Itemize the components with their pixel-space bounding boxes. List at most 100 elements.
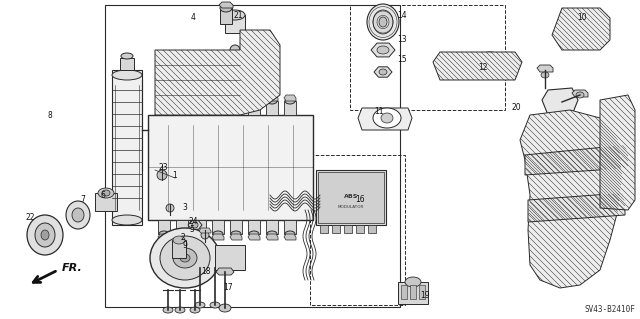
Bar bbox=[419, 285, 425, 299]
Bar bbox=[266, 220, 278, 234]
Text: 21: 21 bbox=[233, 11, 243, 19]
Bar bbox=[398, 282, 428, 304]
Ellipse shape bbox=[160, 236, 210, 280]
Bar bbox=[284, 101, 296, 115]
Ellipse shape bbox=[213, 98, 223, 104]
Bar bbox=[350, 5, 505, 110]
Ellipse shape bbox=[249, 231, 259, 237]
Polygon shape bbox=[600, 95, 635, 210]
Bar bbox=[310, 155, 405, 305]
Ellipse shape bbox=[35, 223, 55, 247]
Polygon shape bbox=[188, 221, 202, 229]
Ellipse shape bbox=[373, 108, 401, 128]
Bar bbox=[266, 101, 278, 115]
Text: MODULATOR: MODULATOR bbox=[338, 205, 364, 209]
Ellipse shape bbox=[219, 304, 231, 312]
Bar bbox=[105, 5, 400, 307]
Ellipse shape bbox=[379, 17, 387, 27]
Bar bbox=[230, 220, 242, 234]
Polygon shape bbox=[284, 95, 296, 101]
Ellipse shape bbox=[285, 231, 295, 237]
Polygon shape bbox=[230, 95, 242, 101]
Ellipse shape bbox=[367, 4, 399, 40]
Ellipse shape bbox=[66, 201, 90, 229]
Ellipse shape bbox=[27, 215, 63, 255]
Bar bbox=[225, 15, 245, 33]
Bar bbox=[332, 225, 340, 233]
Polygon shape bbox=[176, 234, 188, 240]
Bar bbox=[401, 285, 407, 299]
Bar bbox=[158, 101, 170, 115]
Ellipse shape bbox=[41, 230, 49, 240]
Text: 15: 15 bbox=[397, 56, 407, 64]
Bar bbox=[230, 101, 242, 115]
Text: 1: 1 bbox=[173, 170, 177, 180]
Ellipse shape bbox=[474, 52, 506, 76]
Ellipse shape bbox=[231, 231, 241, 237]
Polygon shape bbox=[572, 90, 588, 97]
Bar bbox=[316, 170, 386, 225]
Bar bbox=[148, 115, 313, 220]
Ellipse shape bbox=[405, 277, 421, 287]
Ellipse shape bbox=[615, 115, 625, 125]
Ellipse shape bbox=[482, 58, 498, 70]
Polygon shape bbox=[542, 88, 578, 115]
Polygon shape bbox=[230, 234, 242, 240]
Ellipse shape bbox=[575, 21, 585, 35]
Text: 7: 7 bbox=[81, 196, 85, 204]
Ellipse shape bbox=[173, 236, 185, 244]
Ellipse shape bbox=[285, 98, 295, 104]
Polygon shape bbox=[552, 8, 610, 50]
Polygon shape bbox=[216, 268, 234, 275]
Text: 13: 13 bbox=[397, 35, 407, 44]
Polygon shape bbox=[537, 65, 553, 72]
Ellipse shape bbox=[213, 231, 223, 237]
Ellipse shape bbox=[150, 228, 220, 288]
Polygon shape bbox=[266, 234, 278, 240]
Ellipse shape bbox=[210, 302, 220, 308]
Polygon shape bbox=[248, 234, 260, 240]
Bar bbox=[410, 285, 416, 299]
Polygon shape bbox=[284, 234, 296, 240]
Polygon shape bbox=[194, 95, 206, 101]
Text: FR.: FR. bbox=[62, 263, 83, 273]
Ellipse shape bbox=[230, 45, 240, 55]
Ellipse shape bbox=[201, 231, 209, 239]
Bar bbox=[95, 193, 117, 211]
Ellipse shape bbox=[159, 231, 169, 237]
Polygon shape bbox=[520, 110, 622, 288]
Ellipse shape bbox=[195, 231, 205, 237]
Polygon shape bbox=[155, 30, 280, 115]
Text: 24: 24 bbox=[188, 218, 198, 226]
Text: 17: 17 bbox=[223, 284, 233, 293]
Text: 12: 12 bbox=[478, 63, 488, 72]
Text: 20: 20 bbox=[511, 103, 521, 113]
Polygon shape bbox=[371, 43, 395, 57]
Polygon shape bbox=[158, 95, 170, 101]
Ellipse shape bbox=[195, 98, 205, 104]
Text: ABS: ABS bbox=[344, 195, 358, 199]
Bar bbox=[368, 225, 376, 233]
Polygon shape bbox=[194, 234, 206, 240]
Bar bbox=[194, 220, 206, 234]
Text: 8: 8 bbox=[47, 110, 52, 120]
Text: 22: 22 bbox=[25, 213, 35, 222]
Ellipse shape bbox=[112, 215, 142, 225]
Ellipse shape bbox=[231, 98, 241, 104]
Ellipse shape bbox=[157, 170, 167, 180]
Bar bbox=[212, 220, 224, 234]
Bar bbox=[248, 101, 260, 115]
Ellipse shape bbox=[225, 10, 245, 20]
Ellipse shape bbox=[570, 14, 590, 42]
Polygon shape bbox=[525, 145, 628, 175]
Ellipse shape bbox=[576, 92, 584, 98]
Ellipse shape bbox=[267, 98, 277, 104]
Ellipse shape bbox=[220, 4, 232, 12]
Ellipse shape bbox=[177, 98, 187, 104]
Ellipse shape bbox=[267, 231, 277, 237]
Ellipse shape bbox=[159, 98, 169, 104]
Polygon shape bbox=[176, 95, 188, 101]
Text: 9: 9 bbox=[182, 241, 188, 249]
Bar bbox=[176, 220, 188, 234]
Polygon shape bbox=[374, 67, 392, 77]
